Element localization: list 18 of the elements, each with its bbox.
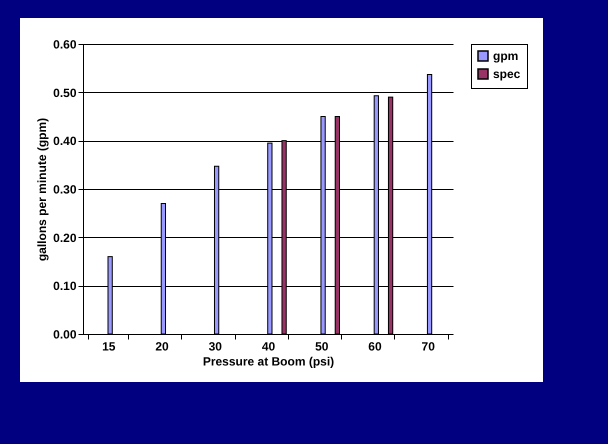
y-tick-label: 0.40: [53, 134, 77, 148]
x-axis-title: Pressure at Boom (psi): [202, 354, 334, 368]
y-tick-label: 0.60: [53, 38, 77, 52]
x-tick-label: 50: [315, 340, 329, 354]
y-tick-label: 0.50: [53, 86, 77, 100]
legend-label: spec: [493, 67, 521, 81]
x-tick-label: 30: [208, 340, 222, 354]
x-tick-label: 70: [422, 340, 436, 354]
y-tick-label: 0.00: [53, 328, 77, 342]
legend-label: gpm: [493, 49, 518, 63]
x-tick-label: 60: [368, 340, 382, 354]
x-tick-label: 15: [102, 340, 116, 354]
x-tick-label: 20: [155, 340, 170, 354]
y-axis-title: gallons per minute (gpm): [35, 118, 50, 262]
y-tick-label: 0.30: [53, 182, 77, 196]
y-tick-label: 0.10: [53, 279, 77, 294]
x-tick-label: 40: [262, 340, 276, 354]
y-tick-label: 0.20: [53, 230, 77, 245]
